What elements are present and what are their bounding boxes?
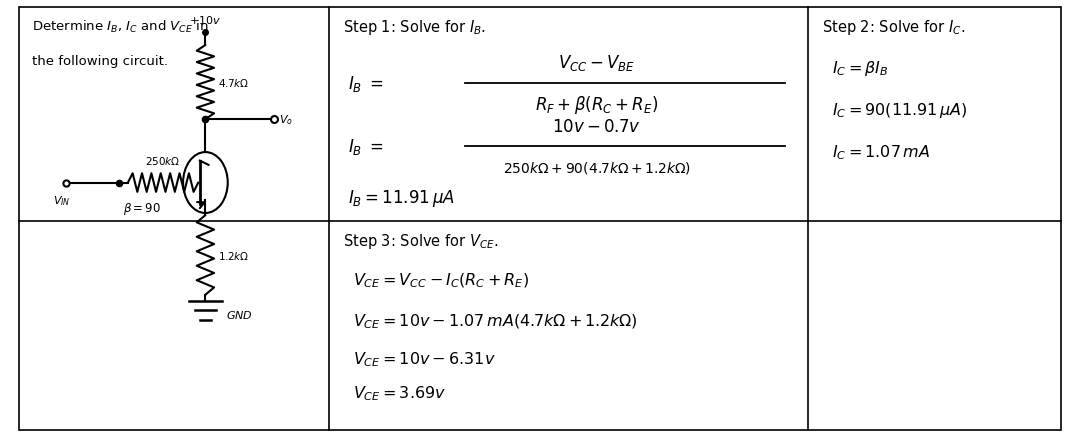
Text: $R_F + \beta(R_C + R_E)$: $R_F + \beta(R_C + R_E)$	[536, 94, 659, 116]
Text: $V_{CE} = V_{CC} - I_C(R_C + R_E)$: $V_{CE} = V_{CC} - I_C(R_C + R_E)$	[352, 272, 529, 290]
Text: $I_B\;=$: $I_B\;=$	[348, 137, 383, 157]
Text: $4.7k\Omega$: $4.7k\Omega$	[218, 77, 249, 89]
Text: $+10v$: $+10v$	[189, 14, 221, 25]
Text: $V_{CE} = 10v - 6.31v$: $V_{CE} = 10v - 6.31v$	[352, 349, 496, 368]
Text: $I_C = 90(11.91\,\mu A)$: $I_C = 90(11.91\,\mu A)$	[832, 101, 968, 120]
Text: $250k\Omega$: $250k\Omega$	[146, 155, 180, 167]
Text: $I_C = \beta I_B$: $I_C = \beta I_B$	[832, 59, 888, 78]
Text: Step 3: Solve for $V_{CE}$.: Step 3: Solve for $V_{CE}$.	[343, 232, 499, 251]
Text: $V_{CC} - V_{BE}$: $V_{CC} - V_{BE}$	[558, 53, 635, 73]
Text: $\beta = 90$: $\beta = 90$	[123, 201, 161, 217]
Text: $GND$: $GND$	[226, 308, 253, 320]
Text: the following circuit.: the following circuit.	[31, 55, 167, 68]
Text: $V_{IN}$: $V_{IN}$	[53, 194, 70, 208]
Text: $I_C = 1.07\,mA$: $I_C = 1.07\,mA$	[832, 143, 930, 162]
Text: Step 1: Solve for $I_B$.: Step 1: Solve for $I_B$.	[343, 18, 486, 37]
Text: $I_B\;=$: $I_B\;=$	[348, 74, 383, 94]
Text: $V_{CE} = 10v - 1.07\,mA(4.7k\Omega + 1.2k\Omega)$: $V_{CE} = 10v - 1.07\,mA(4.7k\Omega + 1.…	[352, 312, 637, 331]
Text: $I_B = 11.91\,\mu A$: $I_B = 11.91\,\mu A$	[348, 187, 455, 208]
Text: $250k\Omega + 90(4.7k\Omega + 1.2k\Omega)$: $250k\Omega + 90(4.7k\Omega + 1.2k\Omega…	[503, 160, 691, 176]
Text: $V_o$: $V_o$	[280, 113, 293, 127]
Text: Step 2: Solve for $I_C$.: Step 2: Solve for $I_C$.	[822, 18, 966, 37]
Text: $V_{CE} = 3.69v$: $V_{CE} = 3.69v$	[352, 384, 446, 403]
Text: $10v - 0.7v$: $10v - 0.7v$	[553, 118, 642, 136]
Text: $1.2k\Omega$: $1.2k\Omega$	[218, 249, 249, 261]
Text: Determine $I_B$, $I_C$ and $V_{CE}$ in: Determine $I_B$, $I_C$ and $V_{CE}$ in	[31, 18, 208, 35]
